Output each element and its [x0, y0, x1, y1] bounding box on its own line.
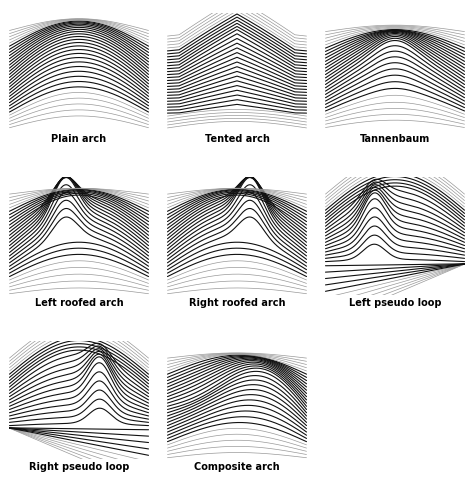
Text: Right roofed arch: Right roofed arch	[189, 298, 285, 308]
Text: Tannenbaum: Tannenbaum	[360, 134, 430, 144]
Text: Left pseudo loop: Left pseudo loop	[349, 298, 441, 308]
Text: Composite arch: Composite arch	[194, 461, 280, 472]
Text: Plain arch: Plain arch	[52, 134, 107, 144]
Text: Tented arch: Tented arch	[205, 134, 269, 144]
Text: Left roofed arch: Left roofed arch	[35, 298, 123, 308]
Text: Right pseudo loop: Right pseudo loop	[29, 461, 129, 472]
